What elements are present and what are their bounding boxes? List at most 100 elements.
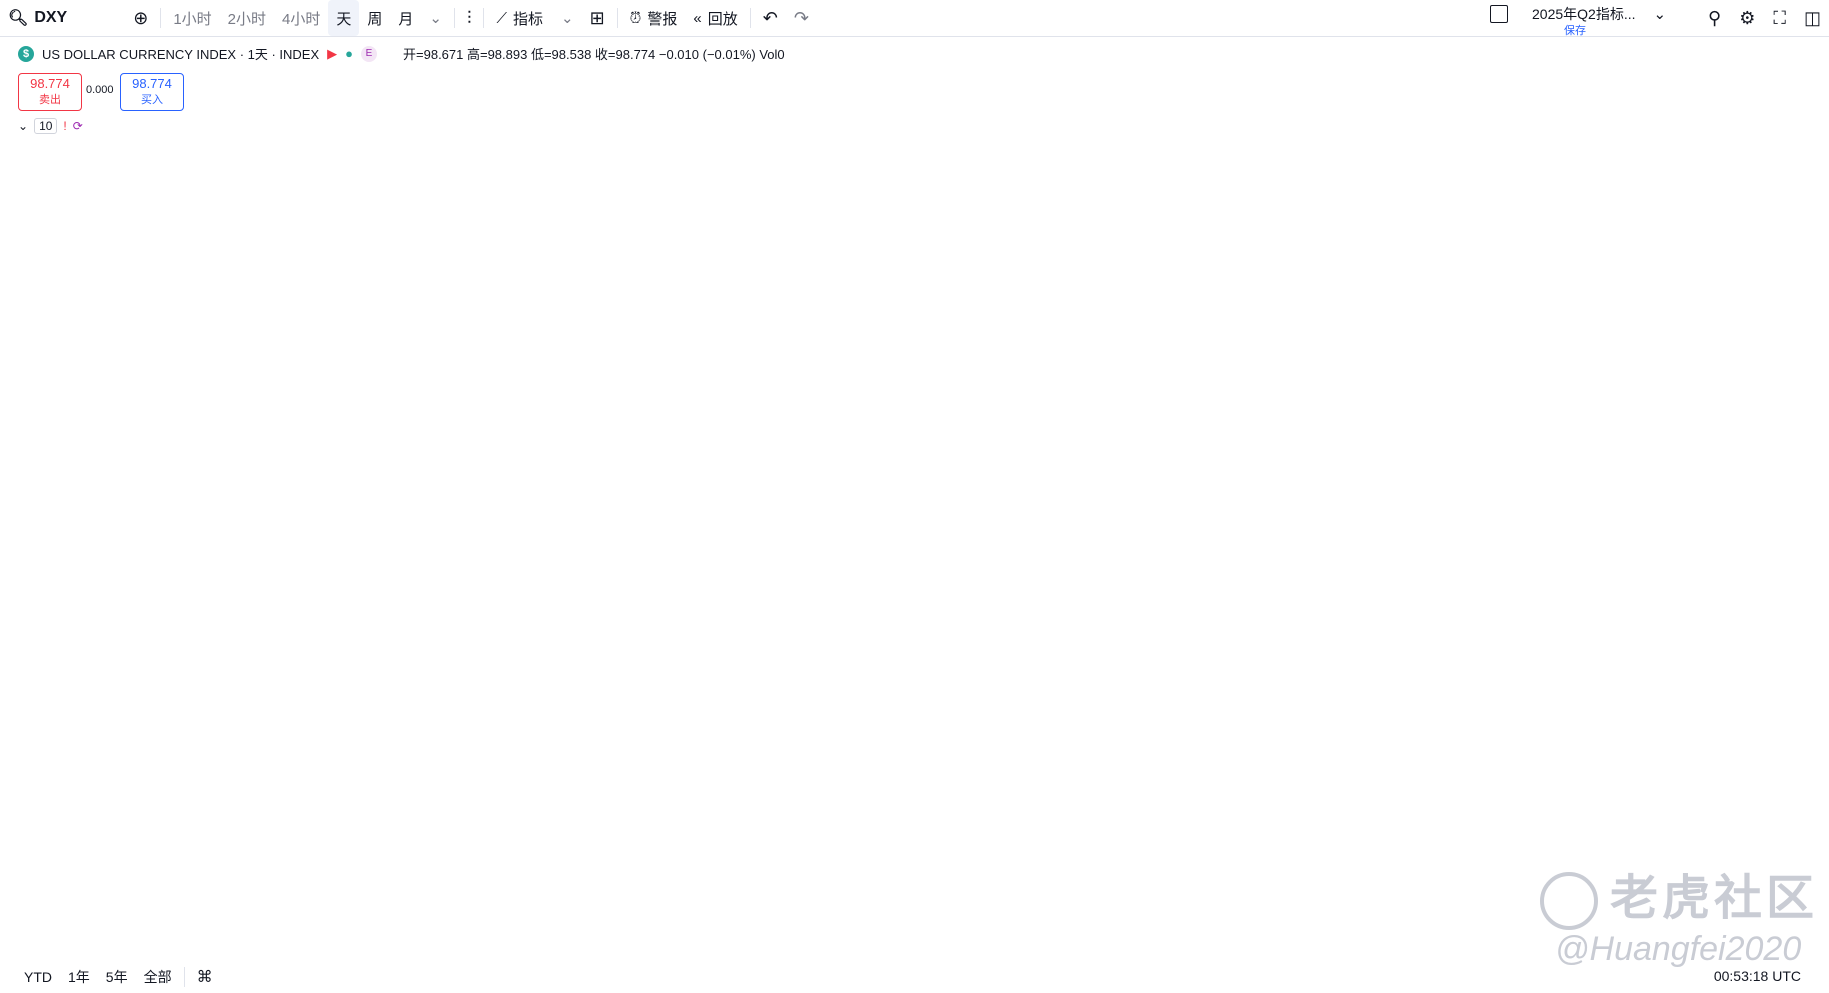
oscillator-bar-yellow bbox=[260, 826, 265, 851]
candle-body bbox=[902, 607, 906, 612]
macd-histogram-bar bbox=[894, 754, 898, 765]
oscillator-bar-red bbox=[723, 876, 728, 918]
macd-histogram-bar bbox=[683, 754, 687, 771]
earnings-badge[interactable]: E bbox=[361, 45, 378, 62]
oscillator-bar-green bbox=[959, 818, 964, 877]
quick-search-icon[interactable]: ⚲ bbox=[1708, 7, 1722, 28]
level-price-tag bbox=[1516, 348, 1576, 365]
compare-add-icon[interactable]: ⊕ bbox=[133, 7, 149, 28]
oscillator-bar-red bbox=[1073, 903, 1078, 918]
buy-button[interactable]: 98.774 买入 bbox=[120, 73, 184, 111]
macd-histogram-bar bbox=[870, 754, 874, 761]
alerts-button[interactable]: ⏰︎ 警报 bbox=[622, 0, 686, 36]
oscillator-bar-green bbox=[227, 818, 232, 830]
top-toolbar: 🔍︎ DXY ⊕ 1小时 2小时 4小时 天 周 月 ⌄ ⫶ ⟋ 指标 ⌄ ⊞ … bbox=[0, 0, 1829, 37]
oscillator-bar-yellow bbox=[113, 867, 118, 897]
oscillator-bar-green bbox=[1016, 818, 1021, 877]
candle-style-icon[interactable]: ⫶ bbox=[466, 7, 472, 28]
oscillator-bar-red bbox=[64, 907, 69, 918]
candle-body bbox=[951, 523, 955, 528]
oscillator-bar-green bbox=[796, 818, 801, 877]
candle-body bbox=[870, 543, 874, 568]
oscillator-bar-red bbox=[975, 896, 980, 918]
macd-histogram-bar bbox=[813, 748, 817, 755]
flag-icon[interactable]: ▶ bbox=[327, 45, 338, 61]
macd-histogram-bar bbox=[203, 737, 207, 755]
timeframe-2h[interactable]: 2小时 bbox=[227, 10, 266, 28]
macd-histogram-bar bbox=[699, 754, 703, 773]
timeframe-4h[interactable]: 4小时 bbox=[282, 10, 321, 28]
macd-histogram-bar bbox=[1008, 733, 1012, 755]
range-all[interactable]: 全部 bbox=[143, 968, 172, 985]
candle-body bbox=[349, 246, 354, 282]
oscillator-bar-yellow bbox=[406, 818, 411, 837]
range-1y[interactable]: 1年 bbox=[68, 968, 90, 985]
current-symbol-tag bbox=[1487, 584, 1517, 602]
macd-histogram-bar bbox=[593, 754, 597, 768]
oscillator-bar-red bbox=[162, 880, 167, 918]
symbol-search[interactable]: 🔍︎ DXY bbox=[0, 0, 75, 36]
camera-icon[interactable]: ◫ bbox=[1803, 7, 1821, 28]
y-tick-label: 107.000 bbox=[1530, 219, 1570, 231]
oscillator-bar-red bbox=[455, 829, 460, 918]
oscillator-bar-red bbox=[918, 902, 923, 918]
candle-body bbox=[325, 262, 329, 288]
oscillator-bar-red bbox=[812, 900, 817, 918]
oscillator-bar-green bbox=[243, 818, 248, 830]
replay-button[interactable]: « 回放 bbox=[685, 0, 745, 36]
oscillator-bar-green bbox=[658, 818, 663, 821]
templates-grid-icon[interactable]: ⊞ bbox=[589, 7, 605, 28]
candle-body bbox=[471, 93, 476, 133]
range-ytd[interactable]: YTD bbox=[24, 968, 52, 985]
indicators-button[interactable]: ⟋ 指标 ⌄ bbox=[488, 0, 581, 36]
refresh-icon[interactable]: ⟳ bbox=[72, 119, 83, 133]
candle-body bbox=[353, 246, 358, 248]
macd-histogram-bar bbox=[772, 754, 776, 775]
macd-histogram-bar bbox=[1041, 741, 1045, 755]
divider bbox=[183, 966, 185, 987]
candle-body bbox=[280, 196, 284, 214]
candle-body bbox=[650, 235, 654, 255]
indicator-count[interactable]: 10 bbox=[34, 118, 58, 134]
oscillator-bar-yellow bbox=[186, 849, 191, 873]
macd-histogram-bar bbox=[97, 751, 101, 755]
timeframe-1d[interactable]: 天 bbox=[328, 0, 360, 36]
fullscreen-icon[interactable]: ⛶ bbox=[1773, 7, 1786, 28]
timeframe-1m[interactable]: 月 bbox=[398, 10, 414, 28]
clock-utc[interactable]: 00:53:18 UTC bbox=[1713, 968, 1801, 984]
warning-icon[interactable]: ! bbox=[63, 119, 67, 133]
candle-body bbox=[191, 354, 195, 361]
oscillator-bar-red bbox=[357, 842, 362, 918]
oscillator-bar-green bbox=[48, 818, 53, 878]
macd-histogram-bar bbox=[162, 741, 166, 755]
settings-gear-icon[interactable]: ⚙ bbox=[1739, 7, 1756, 28]
macd-histogram-bar bbox=[862, 754, 866, 759]
macd-histogram-bar bbox=[260, 735, 264, 755]
macd-histogram-bar bbox=[951, 737, 955, 755]
candle-body bbox=[378, 231, 382, 236]
timeframe-1w[interactable]: 周 bbox=[367, 10, 383, 28]
macd-histogram-bar bbox=[406, 754, 410, 756]
range-5y[interactable]: 5年 bbox=[105, 968, 128, 985]
oscillator-bar-yellow bbox=[479, 818, 484, 832]
timeframe-chevron-down-icon[interactable]: ⌄ bbox=[429, 10, 442, 27]
macd-histogram-bar bbox=[81, 754, 85, 756]
oscillator-bar-yellow bbox=[1048, 872, 1053, 902]
macd-histogram-bar bbox=[561, 754, 565, 760]
go-to-date-icon[interactable]: ⌘ bbox=[196, 968, 213, 986]
oscillator-bar-yellow bbox=[577, 818, 582, 839]
oscillator-bar-red bbox=[869, 904, 874, 918]
candle-body bbox=[1004, 492, 1008, 516]
collapse-chevron-icon[interactable]: ⌄ bbox=[18, 119, 29, 133]
sell-button[interactable]: 98.774 卖出 bbox=[18, 73, 82, 111]
oscillator-bar-red bbox=[959, 897, 964, 918]
redo-icon[interactable]: ↷ bbox=[793, 7, 809, 28]
candle-body bbox=[1089, 599, 1093, 611]
projection-arrow-head bbox=[1264, 358, 1282, 381]
oscillator-bar-red bbox=[544, 837, 549, 918]
eye-dot-icon[interactable]: ● bbox=[345, 46, 354, 61]
timeframe-1h[interactable]: 1小时 bbox=[173, 10, 212, 28]
layout-selector[interactable]: 2025年Q2指标... 保存 ⌄ bbox=[1490, 4, 1666, 37]
undo-icon[interactable]: ↶ bbox=[762, 7, 778, 28]
